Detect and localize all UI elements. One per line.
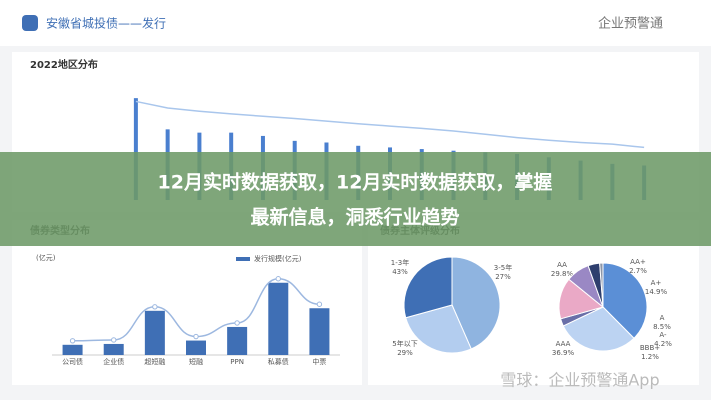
x-tick-label: PPN bbox=[230, 358, 244, 366]
legend-swatch bbox=[236, 257, 250, 261]
bar bbox=[144, 310, 165, 355]
pie-value-label: 4.2% bbox=[654, 340, 672, 348]
point bbox=[234, 320, 240, 326]
pie-value-label: 27% bbox=[495, 273, 511, 281]
pie-label: BBB+ bbox=[640, 344, 660, 352]
x-tick-label: 公司债 bbox=[62, 357, 83, 366]
overlay-banner bbox=[0, 152, 711, 246]
legend-label: 发行规模(亿元) bbox=[254, 254, 302, 263]
logo bbox=[22, 15, 38, 31]
point bbox=[316, 301, 323, 307]
pie-label: AA+ bbox=[630, 258, 646, 266]
pie-label: AAA bbox=[556, 340, 571, 348]
bar bbox=[103, 343, 124, 355]
header-title: 安徽省城投债——发行 bbox=[46, 16, 166, 31]
pie-label: A+ bbox=[651, 279, 662, 287]
watermark: 雪球：企业预警通App bbox=[500, 371, 659, 390]
point bbox=[193, 333, 199, 340]
bar bbox=[227, 326, 248, 355]
bar bbox=[133, 98, 138, 200]
pie-slice bbox=[403, 256, 453, 319]
pie-value-label: 43% bbox=[392, 268, 408, 276]
pie-value-label: 14.9% bbox=[645, 288, 668, 296]
point bbox=[111, 337, 117, 343]
point bbox=[275, 276, 281, 282]
bar bbox=[309, 308, 330, 355]
x-tick-label: 私募债 bbox=[268, 357, 289, 366]
bar bbox=[268, 282, 289, 355]
point bbox=[69, 338, 76, 344]
pie-label: 5年以下 bbox=[392, 339, 417, 348]
point bbox=[152, 304, 158, 310]
overlay-title: 最新信息，洞悉行业趋势 bbox=[250, 206, 459, 229]
pie-slice bbox=[602, 262, 648, 339]
pie-value-label: 29.8% bbox=[551, 270, 574, 278]
pie-value-label: 29% bbox=[397, 349, 413, 357]
x-tick-label: 中票 bbox=[312, 357, 326, 366]
pie-slice bbox=[451, 256, 501, 350]
chart-title: 2022地区分布 bbox=[30, 58, 98, 71]
x-tick-label: 超短融 bbox=[144, 357, 165, 366]
pie-label: 1-3年 bbox=[391, 258, 409, 267]
x-tick-label: 短融 bbox=[189, 357, 203, 366]
panel bbox=[12, 220, 362, 385]
pie-slice bbox=[405, 304, 472, 354]
pie-value-label: 36.9% bbox=[552, 349, 575, 357]
brand: 企业预警通 bbox=[598, 16, 663, 32]
bar bbox=[186, 340, 206, 355]
pie-label: AA bbox=[557, 261, 567, 269]
pie-value-label: 2.7% bbox=[629, 267, 647, 275]
line bbox=[135, 100, 645, 149]
pie-label: 3-5年 bbox=[494, 263, 512, 272]
bar bbox=[62, 344, 83, 355]
pie-label: A- bbox=[659, 331, 667, 339]
pie-slice bbox=[599, 262, 604, 308]
header-bar bbox=[0, 0, 711, 46]
x-tick-label: 企业债 bbox=[103, 357, 124, 366]
pie-label: A bbox=[660, 314, 665, 322]
pie-value-label: 8.5% bbox=[653, 323, 671, 331]
y-axis-label: (亿元) bbox=[36, 253, 56, 262]
pie-value-label: 1.2% bbox=[641, 353, 659, 361]
overlay-title: 12月实时数据获取，12月实时数据获取，掌握 bbox=[158, 171, 553, 194]
